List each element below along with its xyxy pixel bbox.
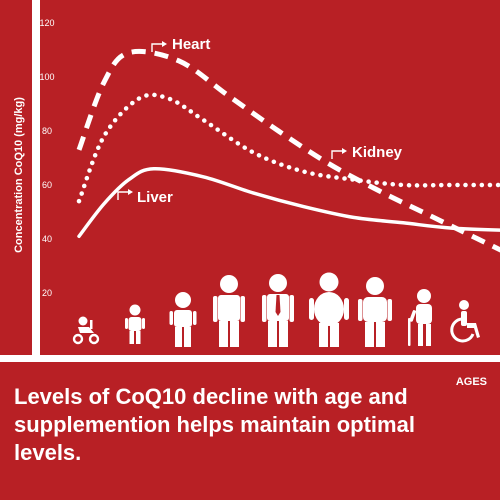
child-icon xyxy=(125,304,145,344)
heavy-man-icon xyxy=(309,272,349,347)
y-tick-label: 80 xyxy=(42,126,52,136)
caption-text: Levels of CoQ10 decline with age and sup… xyxy=(14,384,415,465)
series-label-heart: Heart xyxy=(172,36,210,53)
series-line-kidney xyxy=(76,92,500,204)
series-line-heart xyxy=(76,48,500,253)
label-arrow-icon xyxy=(117,191,130,200)
label-arrow-icon xyxy=(331,150,344,159)
x-axis-band xyxy=(0,355,500,362)
series-lines xyxy=(76,48,500,253)
wheelchair-user-icon xyxy=(450,300,480,343)
child-icon xyxy=(169,292,197,347)
y-axis-label: Concentration CoQ10 (mg/kg) xyxy=(13,97,25,253)
man-icon xyxy=(213,275,245,347)
elderly-with-cane-icon xyxy=(408,289,432,346)
label-arrowhead-icon xyxy=(162,41,167,47)
series-label-liver: Liver xyxy=(137,189,173,206)
older-man-icon xyxy=(358,277,392,347)
y-axis-band xyxy=(32,0,40,358)
series-label-kidney: Kidney xyxy=(352,144,403,161)
y-tick-label: 100 xyxy=(39,72,54,82)
man-with-tie-icon xyxy=(262,274,294,347)
y-tick-labels: 20 40 60 80 100 120 xyxy=(39,18,54,298)
x-axis-label: AGES xyxy=(456,376,487,388)
toddler-riding-icon xyxy=(72,316,100,345)
label-arrowhead-icon xyxy=(128,189,133,195)
series-labels: Heart Kidney Liver xyxy=(117,36,403,206)
y-tick-label: 20 xyxy=(42,288,52,298)
y-tick-label: 60 xyxy=(42,180,52,190)
series-line-liver xyxy=(77,167,500,239)
y-tick-label: 120 xyxy=(39,18,54,28)
label-arrow-icon xyxy=(151,43,164,52)
label-arrowhead-icon xyxy=(342,148,347,154)
y-tick-label: 40 xyxy=(42,234,52,244)
age-icons xyxy=(72,272,480,347)
